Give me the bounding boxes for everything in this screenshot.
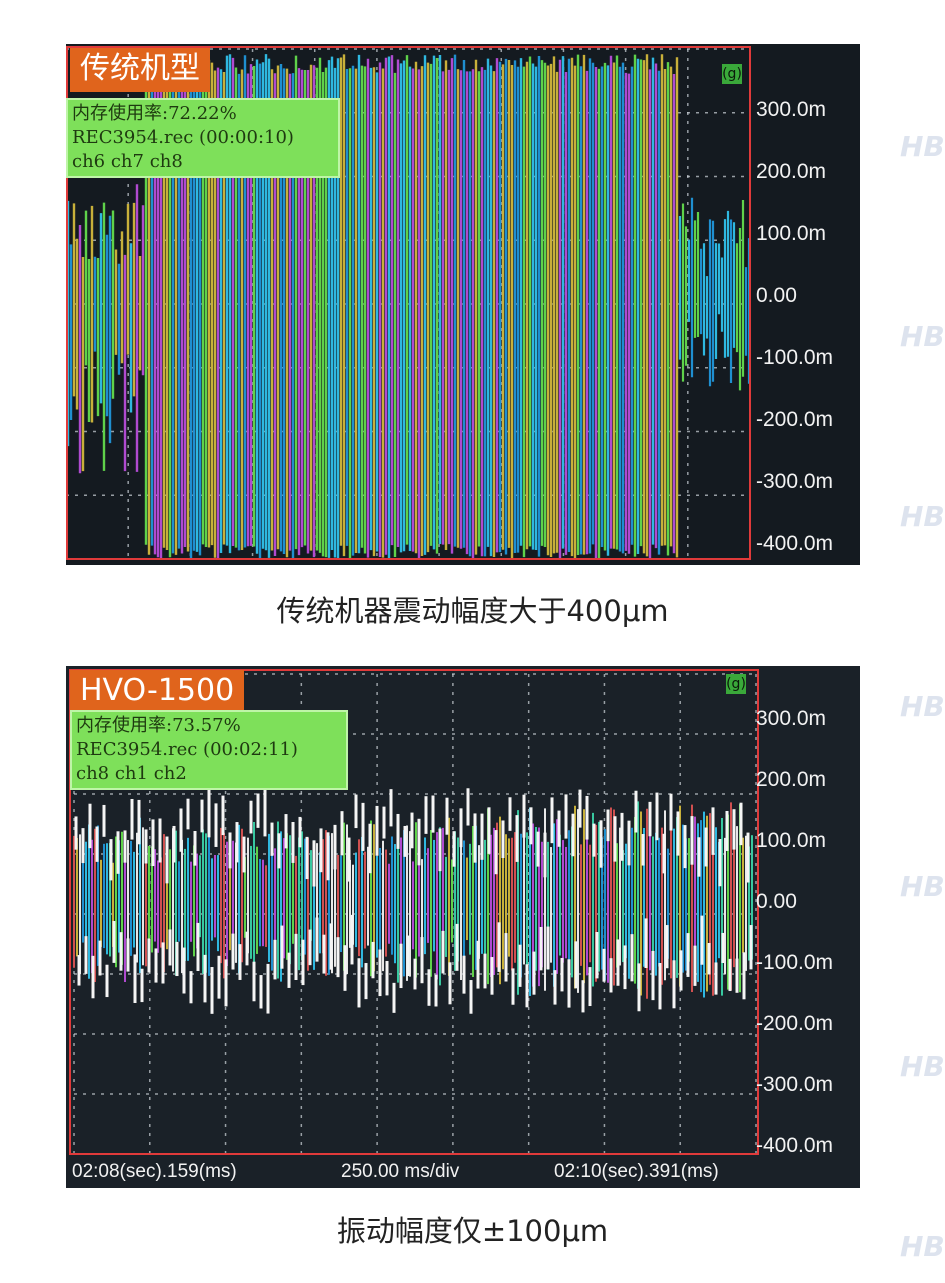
recording-info-box: 内存使用率:72.22% REC3954.rec (00:00:10) ch6 …: [66, 98, 340, 178]
y-axis-label: 100.0m: [756, 222, 827, 245]
watermark-logo: HB: [900, 500, 945, 533]
waveform-canvas: [66, 666, 860, 1188]
y-axis-label: 0.00: [756, 284, 797, 307]
recording-info-box: 内存使用率:73.57% REC3954.rec (00:02:11) ch8 …: [70, 710, 348, 790]
y-axis-label: -300.0m: [756, 470, 834, 493]
y-axis-label: -100.0m: [756, 951, 834, 974]
channel-list-text: ch8 ch1 ch2: [76, 763, 187, 784]
oscilloscope-photo-hvo: HVO-1500 内存使用率:73.57% REC3954.rec (00:02…: [66, 666, 860, 1188]
y-axis-label: 200.0m: [756, 768, 827, 791]
screen-frame: [69, 669, 759, 1155]
unit-marker: (g): [722, 64, 742, 84]
watermark-logo: HB: [900, 130, 945, 163]
recording-file-text: REC3954.rec (00:00:10): [72, 127, 294, 148]
model-badge: HVO-1500: [70, 670, 245, 714]
y-axis-label: 100.0m: [756, 829, 827, 852]
oscilloscope-photo-traditional: 传统机型 内存使用率:72.22% REC3954.rec (00:00:10)…: [66, 44, 860, 565]
watermark-logo: HB: [900, 870, 945, 903]
y-axis-label: -100.0m: [756, 346, 834, 369]
screen-frame: [66, 46, 751, 560]
memory-usage-text: 内存使用率:72.22%: [72, 103, 237, 124]
watermark-logo: HB: [900, 1230, 945, 1263]
y-axis-label: -200.0m: [756, 408, 834, 431]
y-axis-label: -200.0m: [756, 1012, 834, 1035]
caption-traditional: 传统机器震动幅度大于400μm: [276, 594, 669, 628]
model-badge: 传统机型: [70, 48, 210, 92]
watermark-logo: HB: [900, 1050, 945, 1083]
time-scale-label: 250.00 ms/div: [341, 1161, 460, 1182]
caption-hvo: 振动幅度仅±100μm: [336, 1214, 609, 1248]
time-end-label: 02:10(sec).391(ms): [554, 1161, 719, 1182]
memory-usage-text: 内存使用率:73.57%: [76, 715, 241, 736]
y-axis-label: -400.0m: [756, 1134, 834, 1157]
y-axis-label: 300.0m: [756, 707, 827, 730]
watermark-logo: HB: [900, 320, 945, 353]
channel-list-text: ch6 ch7 ch8: [72, 151, 183, 172]
y-axis-label: -300.0m: [756, 1073, 834, 1096]
time-start-label: 02:08(sec).159(ms): [72, 1161, 237, 1182]
y-axis-label: 0.00: [756, 890, 797, 913]
y-axis-label: 200.0m: [756, 160, 827, 183]
y-axis-label: 300.0m: [756, 98, 827, 121]
y-axis-label: -400.0m: [756, 532, 834, 555]
recording-file-text: REC3954.rec (00:02:11): [76, 739, 298, 760]
unit-marker: (g): [726, 674, 746, 694]
watermark-logo: HB: [900, 690, 945, 723]
